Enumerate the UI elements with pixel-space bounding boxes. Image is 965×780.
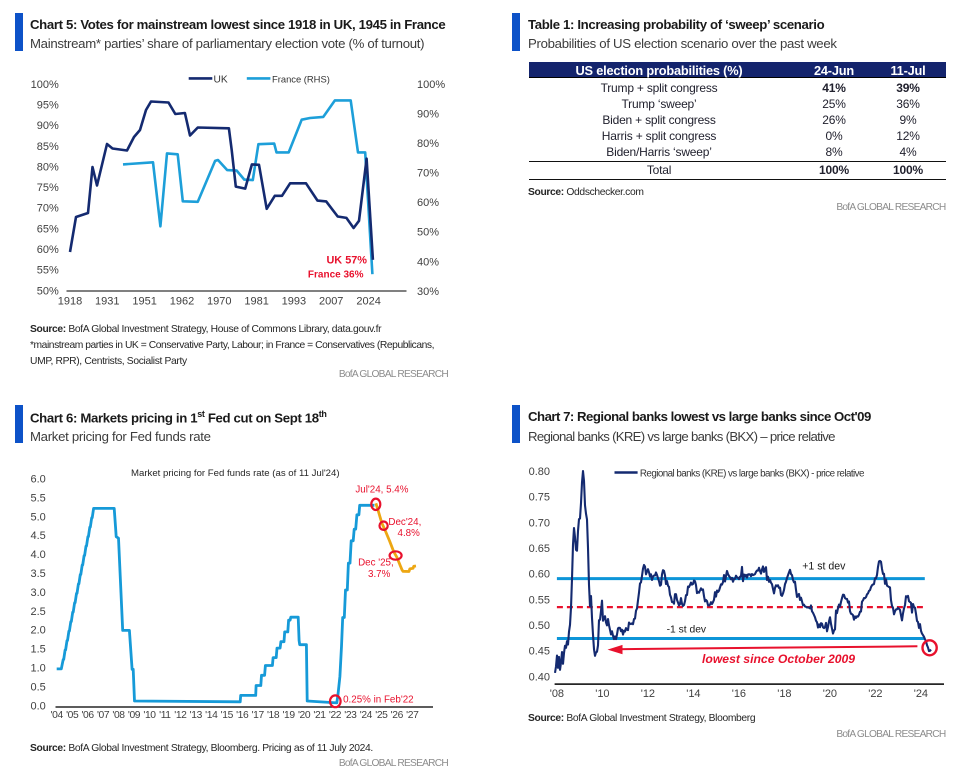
svg-text:80%: 80% xyxy=(37,161,59,173)
svg-text:0.0: 0.0 xyxy=(31,700,46,712)
svg-text:'16: '16 xyxy=(732,688,746,700)
svg-text:0.50: 0.50 xyxy=(529,620,550,632)
svg-text:1931: 1931 xyxy=(95,296,119,308)
svg-text:UK 57%: UK 57% xyxy=(326,255,367,267)
svg-text:'14: '14 xyxy=(686,688,700,700)
svg-text:4.5: 4.5 xyxy=(31,530,46,542)
svg-text:2007: 2007 xyxy=(319,296,343,308)
svg-text:3.5: 3.5 xyxy=(31,568,46,580)
svg-text:'22: '22 xyxy=(329,710,342,721)
svg-text:90%: 90% xyxy=(417,108,439,120)
svg-text:Dec'24,: Dec'24, xyxy=(388,517,421,528)
svg-text:1.0: 1.0 xyxy=(31,663,46,675)
svg-text:'24: '24 xyxy=(360,710,373,721)
svg-text:0.80: 0.80 xyxy=(529,466,550,478)
svg-text:'27: '27 xyxy=(406,710,419,721)
svg-text:30%: 30% xyxy=(417,286,439,298)
svg-text:'17: '17 xyxy=(252,710,265,721)
svg-text:Regional banks (KRE) vs large: Regional banks (KRE) vs large banks (BKX… xyxy=(640,469,865,480)
svg-text:70%: 70% xyxy=(417,168,439,180)
svg-text:France (RHS): France (RHS) xyxy=(272,73,330,84)
svg-text:4.0: 4.0 xyxy=(31,549,46,561)
svg-text:40%: 40% xyxy=(417,256,439,268)
svg-text:'07: '07 xyxy=(97,710,110,721)
svg-text:'13: '13 xyxy=(190,710,203,721)
svg-text:2.0: 2.0 xyxy=(31,625,46,637)
svg-text:85%: 85% xyxy=(37,141,59,153)
svg-text:0.55: 0.55 xyxy=(529,594,550,606)
svg-text:1981: 1981 xyxy=(244,296,268,308)
svg-text:1993: 1993 xyxy=(282,296,306,308)
svg-text:60%: 60% xyxy=(37,244,59,256)
svg-text:'05: '05 xyxy=(66,710,79,721)
svg-text:'08: '08 xyxy=(550,688,564,700)
svg-text:+1 st dev: +1 st dev xyxy=(802,561,846,573)
svg-text:100%: 100% xyxy=(417,79,445,91)
svg-text:-1 st dev: -1 st dev xyxy=(667,625,707,636)
svg-text:'11: '11 xyxy=(159,710,171,721)
svg-text:'25: '25 xyxy=(375,710,388,721)
svg-text:3.0: 3.0 xyxy=(31,587,46,599)
svg-text:1951: 1951 xyxy=(132,296,156,308)
svg-text:0.60: 0.60 xyxy=(529,569,550,581)
svg-text:5.0: 5.0 xyxy=(31,511,46,523)
svg-text:'06: '06 xyxy=(81,710,94,721)
svg-text:0.5: 0.5 xyxy=(31,681,46,693)
svg-text:'24: '24 xyxy=(914,688,928,700)
svg-text:0.70: 0.70 xyxy=(529,517,550,529)
svg-text:'22: '22 xyxy=(868,688,882,700)
svg-text:1970: 1970 xyxy=(207,296,231,308)
svg-text:lowest since October 2009: lowest since October 2009 xyxy=(702,652,855,666)
svg-text:0.65: 0.65 xyxy=(529,543,550,555)
svg-text:65%: 65% xyxy=(37,223,59,235)
svg-text:3.7%: 3.7% xyxy=(368,569,391,580)
svg-text:'12: '12 xyxy=(174,710,187,721)
svg-text:Dec '25,: Dec '25, xyxy=(358,558,394,569)
svg-text:'21: '21 xyxy=(313,710,326,721)
svg-text:50%: 50% xyxy=(417,227,439,239)
svg-text:0.25% in Feb'22: 0.25% in Feb'22 xyxy=(343,695,414,706)
svg-text:2.5: 2.5 xyxy=(31,606,46,618)
svg-text:'19: '19 xyxy=(282,710,295,721)
svg-text:80%: 80% xyxy=(417,138,439,150)
svg-text:UK: UK xyxy=(214,74,228,85)
svg-text:'20: '20 xyxy=(298,710,311,721)
svg-text:'14: '14 xyxy=(205,710,218,721)
svg-text:0.75: 0.75 xyxy=(529,492,550,504)
svg-text:Market pricing for Fed funds r: Market pricing for Fed funds rate (as of… xyxy=(131,468,340,479)
svg-text:'20: '20 xyxy=(823,688,837,700)
svg-text:0.45: 0.45 xyxy=(529,646,550,658)
svg-text:90%: 90% xyxy=(37,120,59,132)
svg-text:75%: 75% xyxy=(37,182,59,194)
svg-text:60%: 60% xyxy=(417,197,439,209)
svg-text:Jul'24, 5.4%: Jul'24, 5.4% xyxy=(355,485,408,496)
svg-text:'04: '04 xyxy=(51,710,64,721)
svg-text:50%: 50% xyxy=(37,285,59,297)
svg-text:1962: 1962 xyxy=(170,296,194,308)
svg-text:0.40: 0.40 xyxy=(529,671,550,683)
svg-text:'08: '08 xyxy=(112,710,125,721)
svg-text:5.5: 5.5 xyxy=(31,492,46,504)
svg-text:'23: '23 xyxy=(344,710,357,721)
svg-text:'09: '09 xyxy=(128,710,141,721)
svg-text:'26: '26 xyxy=(391,710,404,721)
svg-text:95%: 95% xyxy=(37,100,59,112)
svg-text:'10: '10 xyxy=(143,710,156,721)
svg-text:100%: 100% xyxy=(31,79,59,91)
svg-text:'10: '10 xyxy=(595,688,609,700)
svg-text:'15: '15 xyxy=(221,710,234,721)
svg-text:'16: '16 xyxy=(236,710,249,721)
svg-text:1.5: 1.5 xyxy=(31,644,46,656)
svg-text:'18: '18 xyxy=(777,688,791,700)
svg-text:'18: '18 xyxy=(267,710,280,721)
svg-text:55%: 55% xyxy=(37,265,59,277)
svg-text:70%: 70% xyxy=(37,203,59,215)
svg-text:'12: '12 xyxy=(641,688,655,700)
svg-text:France 36%: France 36% xyxy=(308,270,364,281)
svg-text:1918: 1918 xyxy=(58,296,82,308)
svg-text:6.0: 6.0 xyxy=(31,474,46,486)
svg-text:2024: 2024 xyxy=(356,296,380,308)
svg-text:4.8%: 4.8% xyxy=(398,528,421,539)
